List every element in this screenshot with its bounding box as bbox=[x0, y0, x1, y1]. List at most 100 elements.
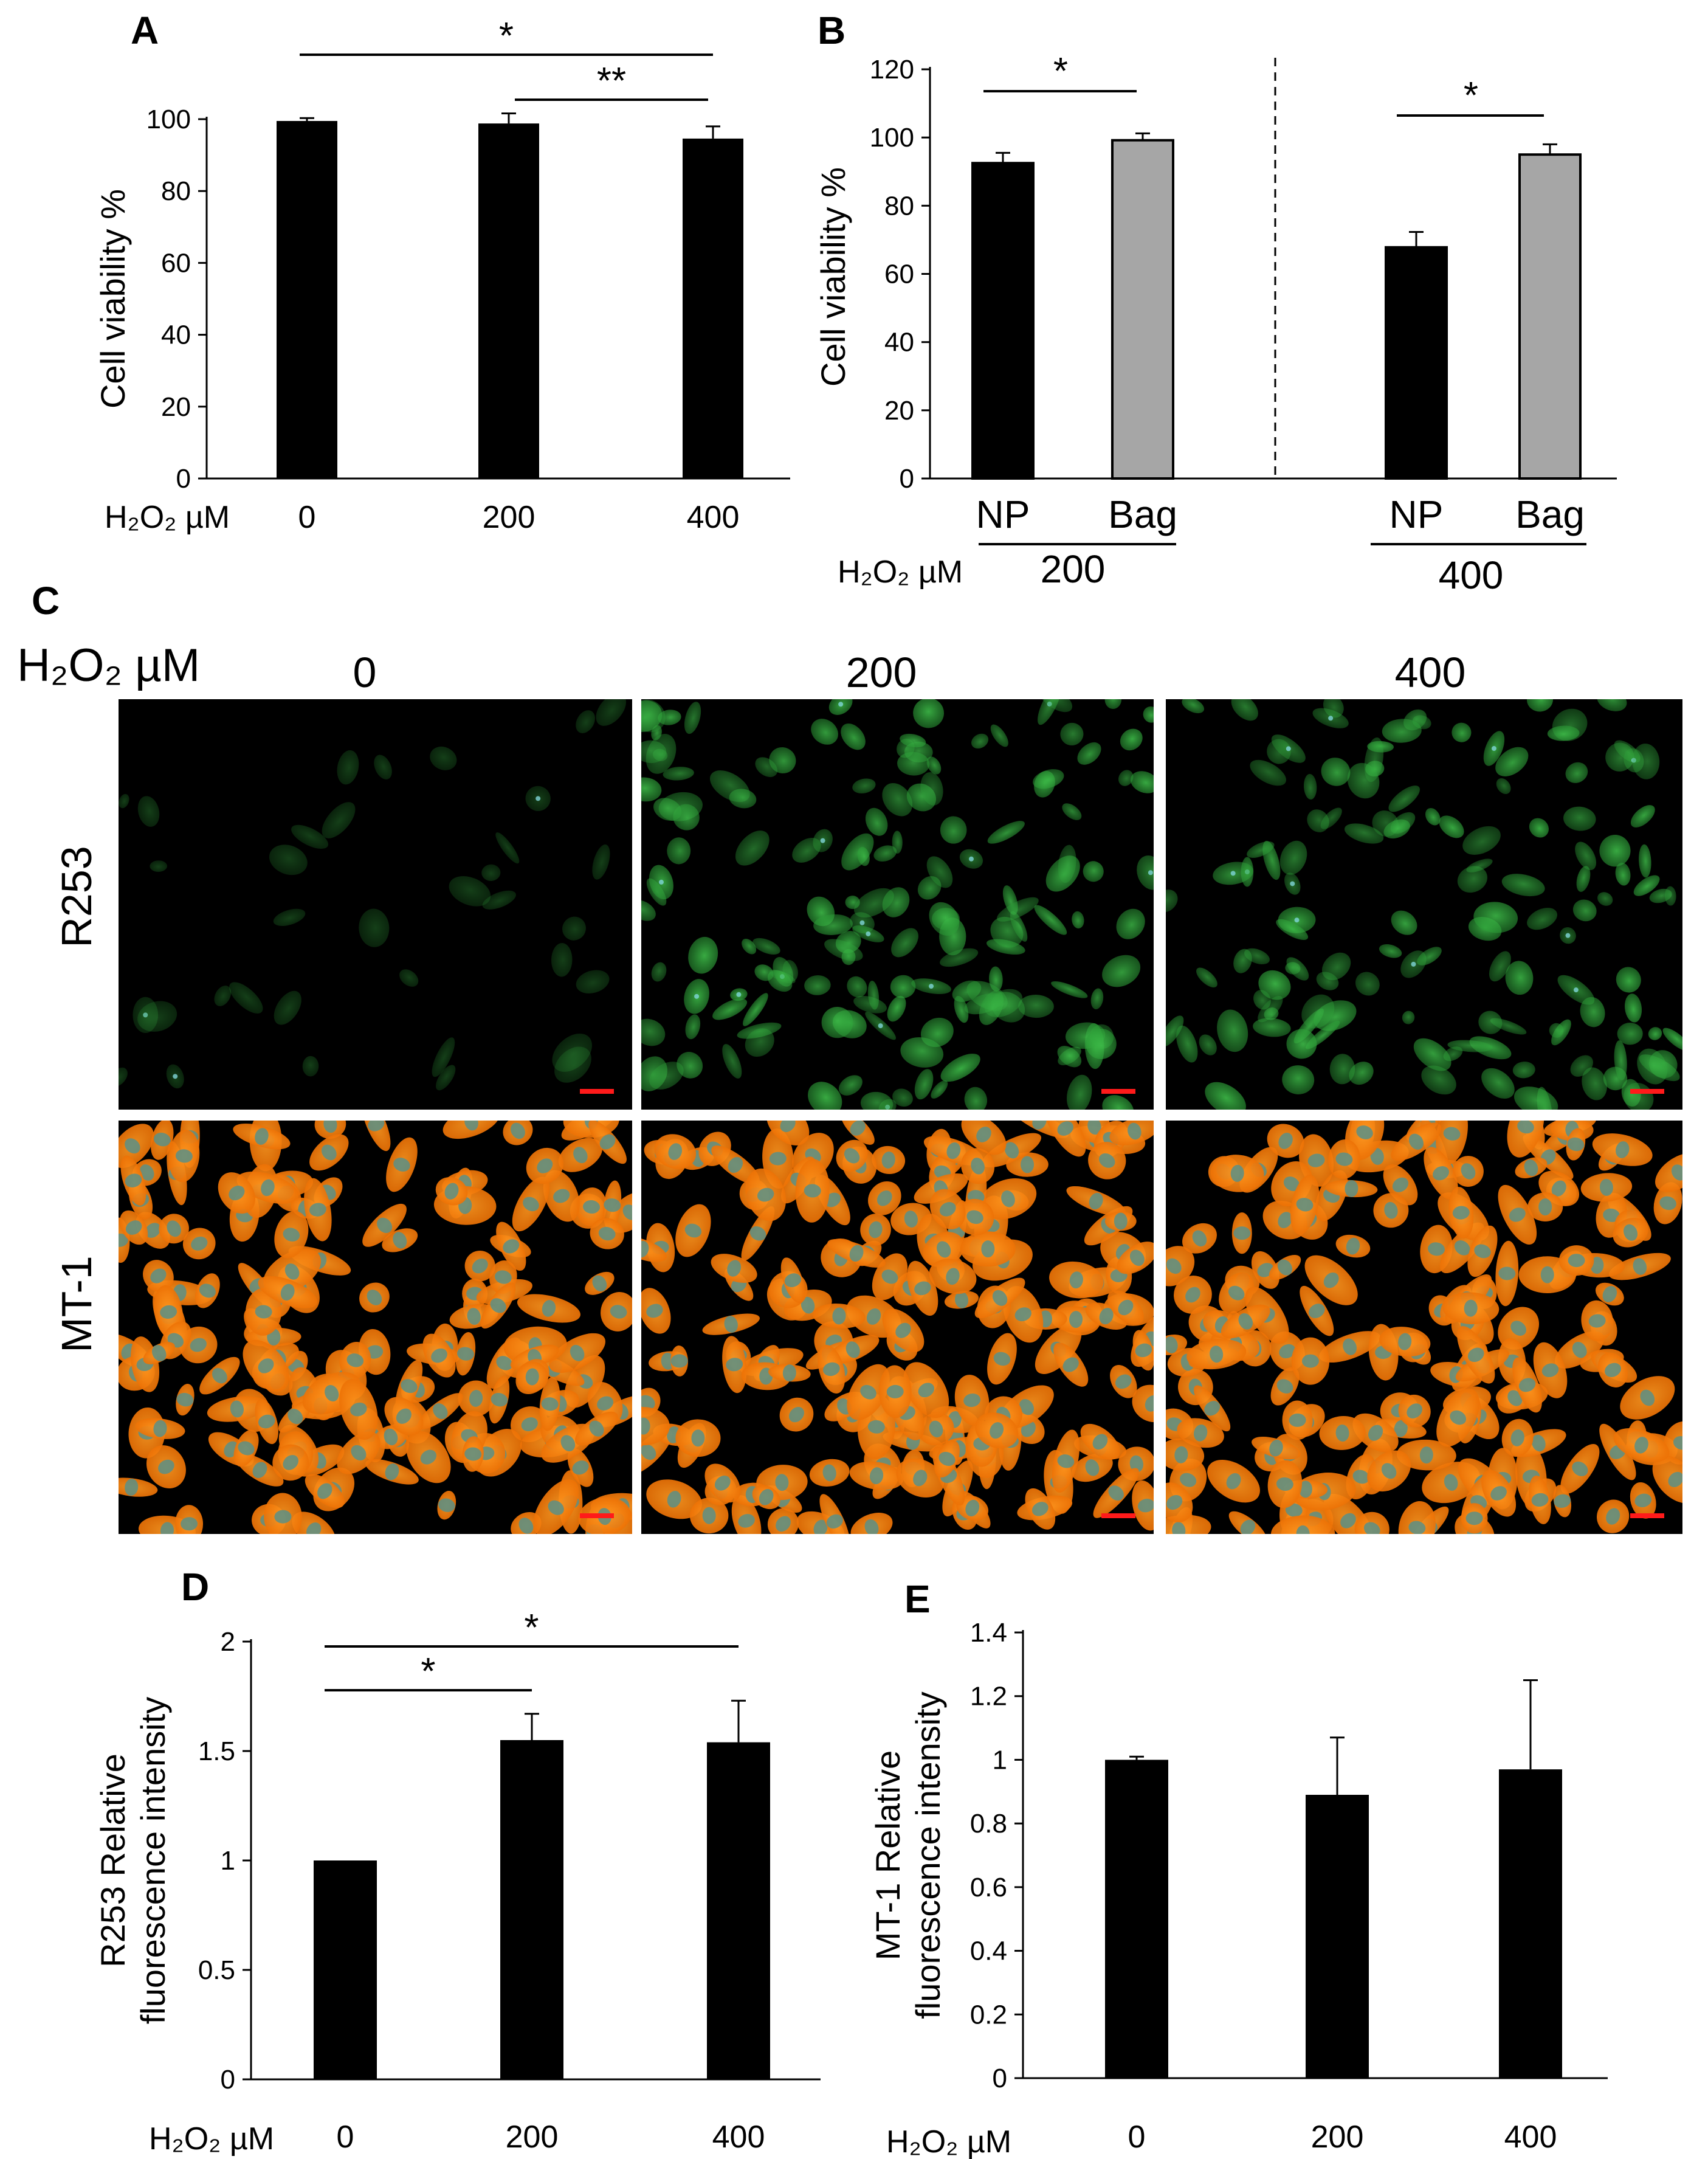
cell-nucleus bbox=[1128, 1122, 1142, 1140]
cell-nucleus bbox=[255, 1305, 272, 1319]
cell-nucleus bbox=[1069, 1271, 1083, 1289]
cell-nucleus bbox=[1099, 1308, 1114, 1325]
cell bbox=[641, 740, 667, 764]
cell bbox=[1580, 997, 1605, 1028]
y-tick-label: 60 bbox=[161, 248, 191, 278]
bar-200 bbox=[1306, 1795, 1369, 2078]
cell-nucleus bbox=[401, 1379, 418, 1394]
cell bbox=[641, 699, 666, 733]
cell bbox=[449, 876, 491, 907]
cell-nucleus bbox=[1192, 1230, 1207, 1247]
cell-nucleus bbox=[351, 1445, 367, 1461]
panel-letter-e: E bbox=[904, 1577, 931, 1621]
cell-nucleus bbox=[173, 1074, 178, 1079]
cell-nucleus bbox=[667, 1491, 681, 1508]
column-label-0: 0 bbox=[353, 649, 377, 696]
cell-nucleus bbox=[1166, 1336, 1178, 1353]
cell-nucleus bbox=[1004, 1142, 1019, 1159]
cell-nucleus bbox=[469, 1390, 483, 1407]
cell-nucleus bbox=[1510, 1321, 1527, 1336]
cell-nucleus bbox=[1283, 1176, 1300, 1192]
cell-nucleus bbox=[261, 1179, 275, 1197]
cell-nucleus bbox=[125, 1138, 140, 1154]
cell-nucleus bbox=[1193, 1424, 1208, 1442]
cell bbox=[688, 936, 718, 974]
cell-nucleus bbox=[1230, 1164, 1244, 1182]
cell-nucleus bbox=[119, 1233, 128, 1247]
cell-nucleus bbox=[1240, 1519, 1256, 1534]
cell-nucleus bbox=[1394, 1420, 1408, 1437]
cell-nucleus bbox=[258, 1414, 275, 1429]
cell-nucleus bbox=[1490, 1486, 1507, 1501]
cell bbox=[432, 1037, 455, 1077]
cell bbox=[769, 747, 796, 774]
cell bbox=[811, 719, 838, 745]
cell-nucleus bbox=[258, 1358, 274, 1373]
cell bbox=[1120, 728, 1143, 751]
cell-nucleus bbox=[1454, 1240, 1470, 1256]
cell bbox=[1083, 861, 1104, 882]
cell-nucleus bbox=[152, 1345, 167, 1361]
cell-layer bbox=[1166, 1121, 1682, 1534]
cell-nucleus bbox=[1296, 1198, 1314, 1212]
cell bbox=[1034, 905, 1067, 935]
cell-nucleus bbox=[518, 1518, 534, 1534]
cell bbox=[1617, 1022, 1643, 1045]
cell bbox=[1547, 725, 1580, 741]
cell bbox=[1495, 747, 1529, 776]
cell bbox=[1633, 875, 1660, 896]
cell-layer bbox=[641, 1121, 1154, 1534]
cell-nucleus bbox=[670, 1354, 688, 1368]
bar-400 bbox=[683, 138, 743, 478]
cell-nucleus bbox=[1606, 1508, 1620, 1525]
cell bbox=[1364, 737, 1384, 782]
cell-nucleus bbox=[1433, 1166, 1450, 1181]
cell bbox=[1637, 1048, 1668, 1085]
cell bbox=[649, 1062, 684, 1090]
cell bbox=[1176, 1025, 1198, 1063]
cell-nucleus bbox=[668, 1143, 683, 1160]
cell bbox=[852, 778, 876, 794]
cell-nucleus bbox=[592, 1275, 607, 1292]
cell-nucleus bbox=[1114, 1212, 1128, 1230]
cell-nucleus bbox=[946, 1142, 961, 1159]
y-tick-label: 1.5 bbox=[198, 1736, 235, 1766]
cell bbox=[576, 710, 595, 733]
cell-nucleus bbox=[881, 1152, 895, 1169]
scale-bar bbox=[580, 1089, 614, 1094]
cell bbox=[897, 751, 930, 776]
cell-nucleus bbox=[738, 1514, 755, 1528]
cell bbox=[940, 816, 967, 844]
cell-nucleus bbox=[1285, 1503, 1303, 1517]
cell bbox=[1258, 995, 1283, 1023]
y-tick-label: 40 bbox=[884, 328, 914, 358]
cell-nucleus bbox=[914, 1281, 931, 1296]
cell-nucleus bbox=[1087, 1121, 1101, 1135]
x-tick-label-400: 400 bbox=[1504, 2119, 1557, 2155]
significance-label: * bbox=[1053, 50, 1068, 92]
cell-nucleus bbox=[1408, 1521, 1426, 1534]
cell-nucleus bbox=[229, 1186, 245, 1201]
y-tick-label: 80 bbox=[884, 191, 914, 221]
cell-nucleus bbox=[1309, 1304, 1325, 1319]
cell bbox=[1383, 819, 1410, 839]
cell-nucleus bbox=[971, 1158, 985, 1175]
cell bbox=[742, 939, 757, 955]
cell-nucleus bbox=[641, 1240, 649, 1258]
cell-nucleus bbox=[832, 1307, 846, 1325]
cell-nucleus bbox=[658, 879, 664, 885]
micrograph-R253-0 bbox=[119, 699, 632, 1110]
y-axis-title: Cell viability % bbox=[814, 167, 852, 387]
column-label-200: 200 bbox=[846, 649, 917, 696]
cell-nucleus bbox=[1279, 1344, 1296, 1359]
cell-nucleus bbox=[1166, 1494, 1183, 1510]
cell-nucleus bbox=[1238, 1313, 1253, 1330]
scale-bar bbox=[1630, 1513, 1664, 1518]
cell-nucleus bbox=[1419, 1446, 1433, 1464]
cell-nucleus bbox=[1174, 1446, 1188, 1463]
cell-nucleus bbox=[1172, 1522, 1186, 1534]
cell-nucleus bbox=[1467, 1347, 1484, 1363]
cell-nucleus bbox=[769, 1152, 787, 1166]
cell-nucleus bbox=[965, 1499, 980, 1517]
